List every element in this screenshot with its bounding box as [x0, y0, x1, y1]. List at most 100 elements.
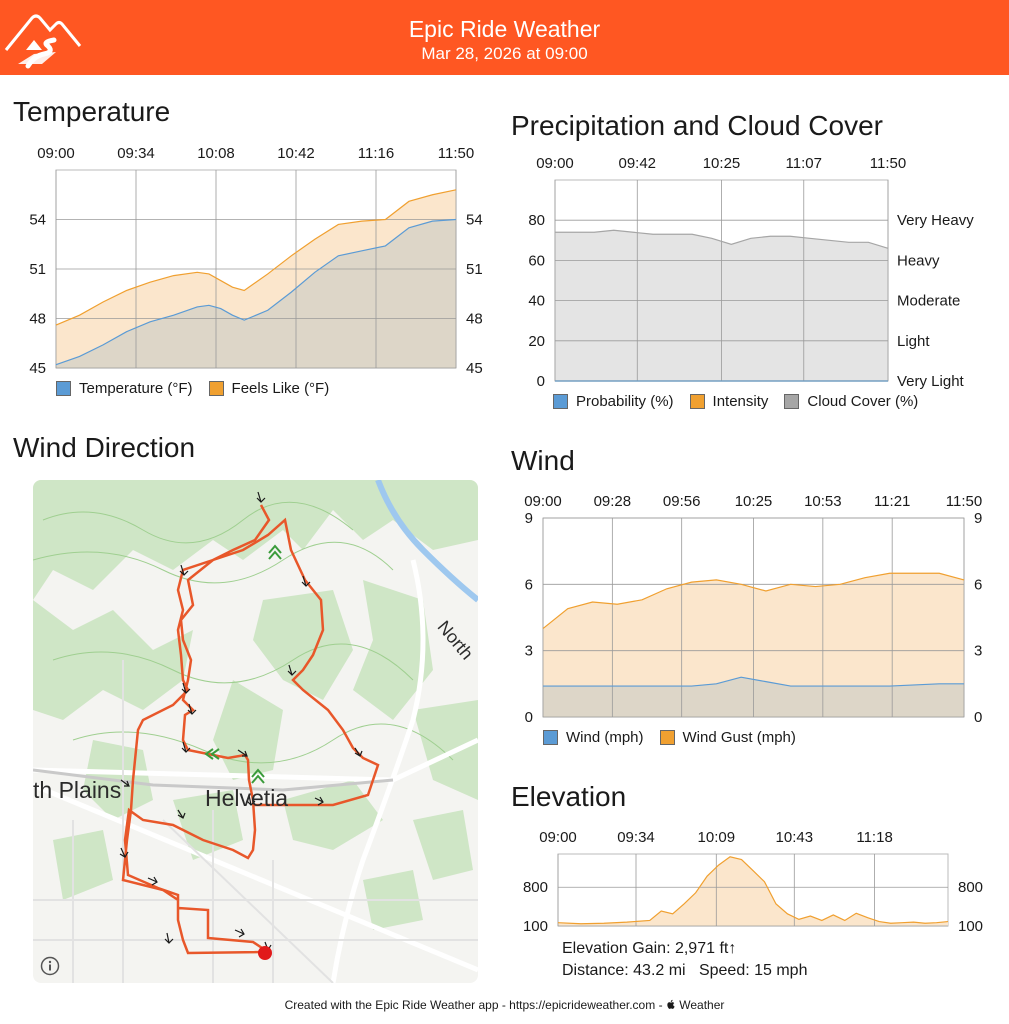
x-tick-label: 11:16 [358, 145, 394, 162]
map-canvas [33, 480, 478, 983]
x-tick-label: 11:21 [874, 493, 910, 510]
x-tick-label: 10:25 [703, 155, 741, 172]
x-tick-label: 09:34 [117, 145, 155, 162]
x-tick-label: 10:25 [735, 493, 773, 510]
legend-swatch [689, 394, 705, 409]
precipitation-title: Precipitation and Cloud Cover [511, 110, 883, 141]
precipitation-legend: Probability (%) Intensity Cloud Cover (%… [553, 393, 934, 410]
map-label-north-plains: th Plains [33, 777, 122, 803]
legend-label: Intensity [712, 393, 769, 410]
x-tick-label: 10:53 [804, 493, 842, 510]
elevation-title: Elevation [511, 781, 627, 812]
legend-item-wind-gust: Wind Gust (mph) [659, 729, 796, 746]
y-tick-label: 20 [528, 333, 545, 350]
x-tick-label: 10:42 [277, 145, 315, 162]
y2-tick-label: 48 [466, 311, 483, 328]
legend-item-cloud-cover: Cloud Cover (%) [784, 393, 918, 410]
y2-tick-label: 45 [466, 360, 483, 377]
y-tick-label: 3 [525, 643, 533, 660]
y2-tick-label: 51 [466, 261, 483, 278]
x-tick-label: 09:28 [594, 493, 632, 510]
x-tick-label: 10:43 [776, 829, 814, 846]
y-tick-label: 0 [537, 373, 545, 390]
y-tick-label: 100 [523, 918, 548, 935]
temperature-legend: Temperature (°F) Feels Like (°F) [56, 380, 345, 397]
intensity-axis-label: Very Light [897, 373, 965, 390]
wind-direction-map[interactable]: North th Plains Helvetia [33, 480, 478, 983]
series-line-2 [555, 229, 889, 249]
y2-tick-label: 800 [958, 879, 983, 896]
series-area-0 [558, 856, 948, 926]
legend-label: Wind Gust (mph) [682, 729, 796, 746]
x-tick-label: 09:00 [524, 493, 562, 510]
elevation-gain: Elevation Gain: 2,971 ft↑ [562, 940, 737, 957]
x-tick-label: 09:34 [617, 829, 655, 846]
x-tick-label: 11:18 [856, 829, 892, 846]
y2-tick-label: 54 [466, 212, 483, 229]
ride-stats: Distance: 43.2 mi Speed: 15 mph [562, 962, 807, 980]
y-tick-label: 48 [29, 311, 46, 328]
legend-swatch [659, 730, 675, 745]
series-line-1 [542, 572, 965, 630]
woodland-areas [33, 480, 478, 930]
end-marker [258, 946, 272, 960]
route-path [121, 504, 380, 955]
y-tick-label: 9 [525, 510, 533, 527]
legend-item-wind: Wind (mph) [543, 729, 644, 746]
precipitation-chart: 09:00 09:42 10:25 11:07 11:50 0 20 40 60 80 Very H… [528, 155, 974, 390]
intensity-axis-label: Light [897, 333, 930, 350]
x-tick-label: 11:50 [438, 145, 474, 162]
info-icon[interactable] [40, 956, 60, 976]
legend-swatch [543, 730, 558, 745]
legend-swatch [208, 381, 224, 396]
y-tick-label: 80 [528, 212, 545, 229]
app-title: Epic Ride Weather [408, 16, 601, 42]
series-line-0 [55, 218, 457, 366]
y2-tick-label: 6 [974, 576, 982, 593]
minor-roads [33, 660, 478, 983]
x-tick-label: 09:42 [618, 155, 656, 172]
temperature-chart: 09:00 09:34 10:08 10:42 11:16 11:50 45 45 48 48 51… [29, 145, 483, 377]
series-line-1 [55, 189, 457, 326]
y-tick-label: 60 [528, 252, 545, 269]
y-tick-label: 0 [525, 709, 533, 726]
x-tick-label: 10:08 [197, 145, 235, 162]
legend-item-temperature: Temperature (°F) [56, 380, 193, 397]
legend-swatch [56, 381, 71, 396]
intensity-axis-label: Very Heavy [897, 212, 974, 229]
x-tick-label: 11:50 [946, 493, 982, 510]
intensity-axis-label: Moderate [897, 293, 960, 310]
ride-datetime: Mar 28, 2026 at 09:00 [421, 44, 588, 63]
mountain-road-logo-icon [4, 14, 82, 69]
series-area-0 [56, 219, 456, 368]
intensity-axis-label: Heavy [897, 252, 940, 269]
legend-label: Temperature (°F) [79, 380, 193, 397]
footer-text: Created with the Epic Ride Weather app -… [284, 998, 666, 1012]
x-tick-label: 11:07 [786, 155, 822, 172]
river [375, 480, 478, 603]
x-tick-label: 11:50 [870, 155, 906, 172]
x-tick-label: 09:00 [539, 829, 577, 846]
y2-tick-label: 9 [974, 510, 982, 527]
y-tick-label: 6 [525, 576, 533, 593]
x-tick-label: 09:56 [663, 493, 701, 510]
footer-attribution: Created with the Epic Ride Weather app -… [0, 998, 1009, 1012]
tailwind-chevrons [204, 544, 282, 784]
legend-swatch [784, 394, 800, 409]
wind-direction-title: Wind Direction [13, 432, 196, 463]
legend-swatch [553, 394, 568, 409]
y-tick-label: 51 [29, 261, 46, 278]
series-line-0 [557, 856, 949, 925]
legend-label: Wind (mph) [566, 729, 644, 746]
y-tick-label: 800 [523, 879, 548, 896]
legend-item-probability: Probability (%) [553, 393, 674, 410]
wind-legend: Wind (mph) Wind Gust (mph) [543, 729, 812, 746]
apple-logo-icon [667, 999, 675, 1009]
x-tick-label: 10:09 [698, 829, 736, 846]
distance-stat: Distance: 43.2 mi [562, 962, 686, 979]
x-tick-label: 09:00 [37, 145, 75, 162]
wind-chart: 09:00 09:28 09:56 10:25 10:53 11:21 11:50 0 0 3 3 6… [524, 493, 982, 726]
legend-label: Feels Like (°F) [231, 380, 330, 397]
y2-tick-label: 0 [974, 709, 982, 726]
elevation-chart: 09:00 09:34 10:09 10:43 11:18 100 100 800 800 [523, 829, 983, 935]
